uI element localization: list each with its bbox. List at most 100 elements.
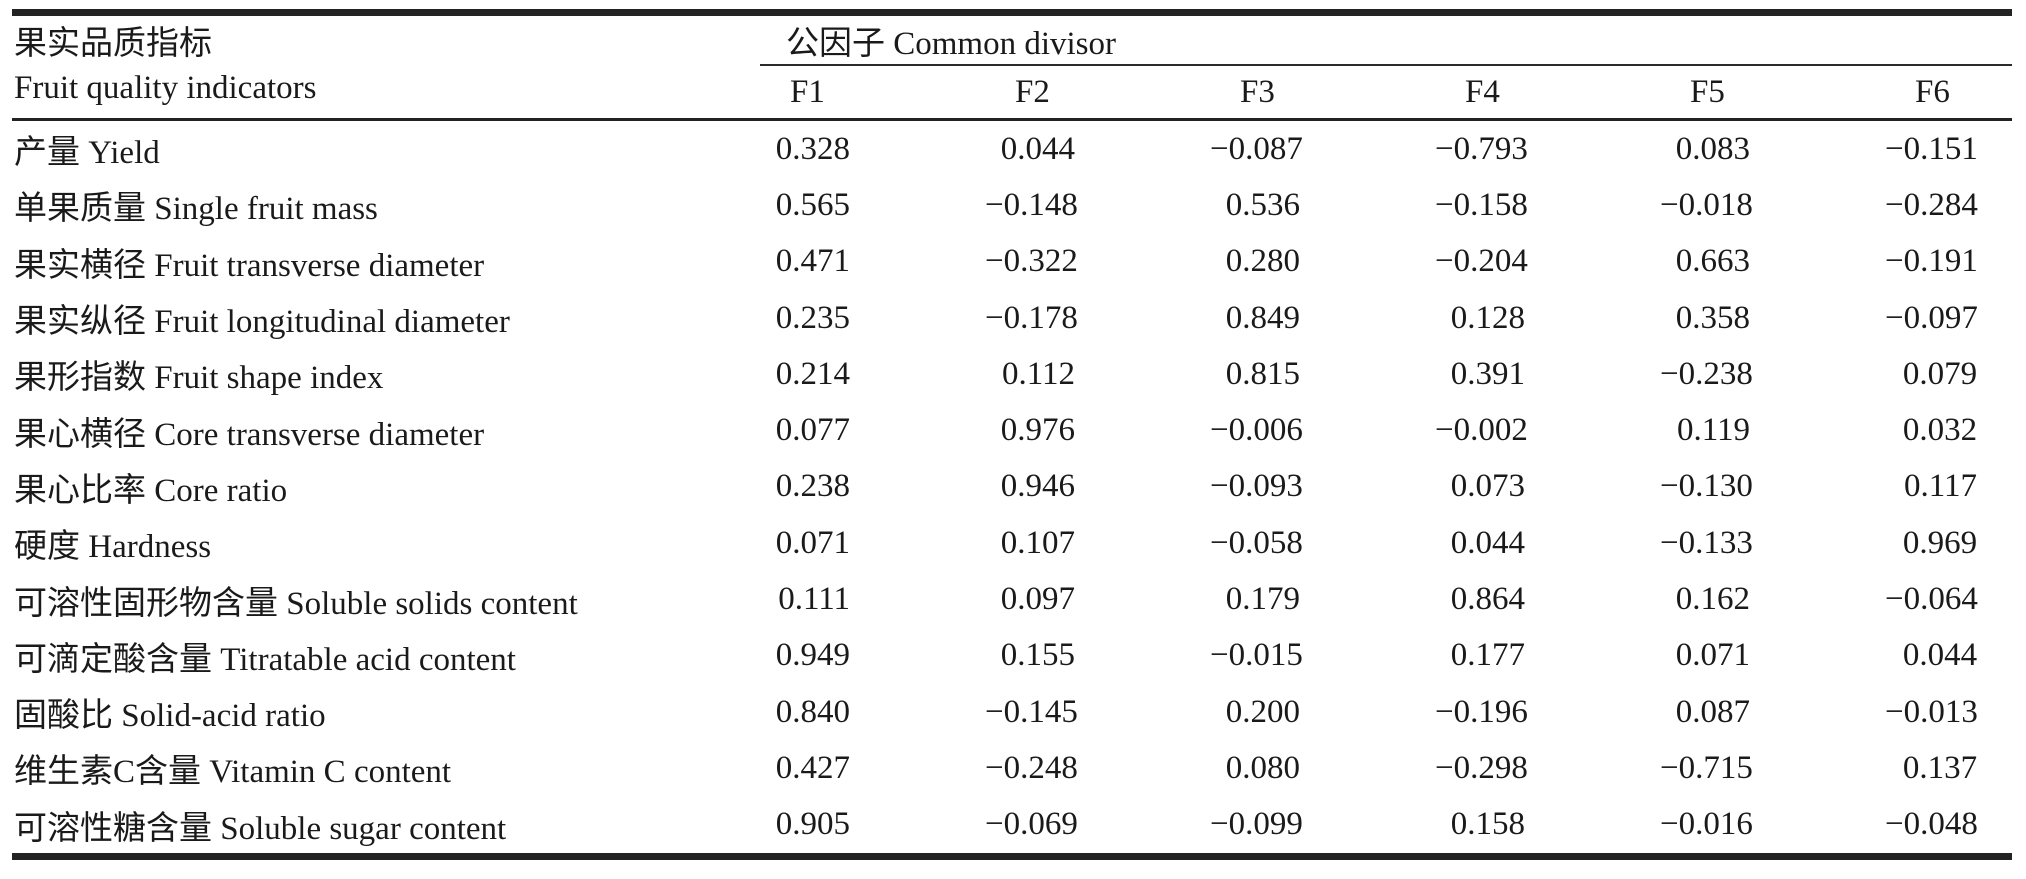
cell-f5: −0.715 <box>1660 749 1753 786</box>
cell-f3: −0.058 <box>1210 524 1303 561</box>
cell-f6: −0.064 <box>1885 581 1978 618</box>
table-row-fruit-transverse-diameter: 果实横径 Fruit transverse diameter 0.471 −0.… <box>12 234 2012 290</box>
table-row-soluble-sugar-content: 可溶性糖含量 Soluble sugar content 0.905 −0.06… <box>12 797 2012 857</box>
column-header-f2: F2 <box>985 65 1210 121</box>
cell-f6: 0.044 <box>1902 637 1978 674</box>
cell-f1: 0.071 <box>775 524 850 561</box>
row-header-zh: 果实品质指标 <box>14 26 212 63</box>
cell-f2: −0.322 <box>985 243 1078 280</box>
cell-f4: −0.204 <box>1435 243 1528 280</box>
cell-f3: −0.093 <box>1210 468 1303 505</box>
cell-f4: −0.793 <box>1435 130 1528 167</box>
row-label: 果心横径 Core transverse diameter <box>14 416 485 453</box>
column-header-f1: F1 <box>760 65 985 121</box>
column-header-row: F1 F2 F3 F4 F5 F6 <box>12 65 2013 121</box>
cell-f3: −0.006 <box>1210 412 1303 449</box>
column-header-f5: F5 <box>1660 65 1885 121</box>
cell-f1: 0.235 <box>775 299 850 336</box>
cell-f3: 0.280 <box>1225 243 1300 280</box>
cell-f3: 0.179 <box>1225 581 1300 618</box>
table-row-fruit-shape-index: 果形指数 Fruit shape index 0.214 0.112 0.815… <box>12 346 2012 402</box>
table-row-fruit-longitudinal-diameter: 果实纵径 Fruit longitudinal diameter 0.235 −… <box>12 290 2012 346</box>
cell-f2: 0.976 <box>1000 412 1075 449</box>
row-header-en: Fruit quality indicators <box>14 70 317 106</box>
cell-f1: 0.328 <box>775 130 850 167</box>
table-row-vitamin-c-content: 维生素C含量 Vitamin C content 0.427 −0.248 0.… <box>12 740 2012 796</box>
cell-f6: 0.117 <box>1904 468 1978 505</box>
cell-f1: 0.949 <box>775 637 850 674</box>
row-label: 果实纵径 Fruit longitudinal diameter <box>14 304 510 341</box>
cell-f6: 0.137 <box>1902 749 1978 786</box>
group-header-common-divisor: 公因子 Common divisor <box>760 12 2013 66</box>
row-label: 单果质量 Single fruit mass <box>14 191 378 228</box>
cell-f3: 0.536 <box>1225 186 1300 223</box>
cell-f3: 0.200 <box>1225 693 1300 730</box>
cell-f4: −0.298 <box>1435 749 1528 786</box>
cell-f3: −0.099 <box>1210 806 1303 843</box>
cell-f2: 0.112 <box>1001 355 1075 392</box>
cell-f2: 0.155 <box>1000 637 1075 674</box>
table-row-soluble-solids-content: 可溶性固形物含量 Soluble solids content 0.111 0.… <box>12 571 2012 627</box>
cell-f2: 0.107 <box>1000 524 1075 561</box>
cell-f5: 0.087 <box>1675 693 1750 730</box>
cell-f2: 0.097 <box>1000 581 1075 618</box>
column-header-f6: F6 <box>1885 65 2013 121</box>
cell-f2: −0.145 <box>985 693 1078 730</box>
cell-f1: 0.427 <box>775 749 850 786</box>
row-header-cell: 果实品质指标 Fruit quality indicators <box>12 12 760 121</box>
group-header-row: 果实品质指标 Fruit quality indicators 公因子 Comm… <box>12 12 2013 121</box>
cell-f4: 0.073 <box>1450 468 1525 505</box>
cell-f2: 0.946 <box>1000 468 1075 505</box>
cell-f5: 0.663 <box>1675 243 1750 280</box>
cell-f3: −0.015 <box>1210 637 1303 674</box>
table-row-titratable-acid-content: 可滴定酸含量 Titratable acid content 0.949 0.1… <box>12 628 2012 684</box>
row-label: 固酸比 Solid-acid ratio <box>14 698 326 735</box>
table-row-hardness: 硬度 Hardness 0.071 0.107 −0.058 0.044 −0.… <box>12 515 2012 571</box>
factor-loading-table: 果实品质指标 Fruit quality indicators 公因子 Comm… <box>12 9 2013 860</box>
cell-f4: 0.044 <box>1450 524 1525 561</box>
cell-f5: −0.130 <box>1660 468 1753 505</box>
cell-f4: 0.177 <box>1450 637 1525 674</box>
cell-f1: 0.840 <box>775 693 850 730</box>
table-row-core-transverse-diameter: 果心横径 Core transverse diameter 0.077 0.97… <box>12 402 2012 458</box>
cell-f5: −0.133 <box>1660 524 1753 561</box>
cell-f2: −0.069 <box>985 806 1078 843</box>
cell-f1: 0.111 <box>778 581 850 618</box>
cell-f5: 0.358 <box>1675 299 1750 336</box>
column-header-f4: F4 <box>1435 65 1660 121</box>
cell-f1: 0.077 <box>775 412 850 449</box>
cell-f1: 0.214 <box>775 355 850 392</box>
cell-f6: 0.969 <box>1902 524 1978 561</box>
cell-f1: 0.471 <box>775 243 850 280</box>
cell-f3: 0.849 <box>1225 299 1300 336</box>
cell-f5: −0.018 <box>1660 186 1753 223</box>
row-label: 可溶性固形物含量 Soluble solids content <box>14 585 578 622</box>
cell-f6: −0.013 <box>1885 693 1978 730</box>
cell-f6: −0.151 <box>1885 130 1978 167</box>
row-label: 硬度 Hardness <box>14 529 212 566</box>
cell-f6: −0.191 <box>1885 243 1978 280</box>
table-row-core-ratio: 果心比率 Core ratio 0.238 0.946 −0.093 0.073… <box>12 459 2012 515</box>
table-row-single-fruit-mass: 单果质量 Single fruit mass 0.565 −0.148 0.53… <box>12 177 2012 233</box>
row-label: 产量 Yield <box>14 135 160 172</box>
table-row-solid-acid-ratio: 固酸比 Solid-acid ratio 0.840 −0.145 0.200 … <box>12 684 2012 740</box>
cell-f2: −0.248 <box>985 749 1078 786</box>
cell-f6: 0.032 <box>1902 412 1978 449</box>
table-row-yield: 产量 Yield 0.328 0.044 −0.087 −0.793 0.083… <box>12 120 2012 178</box>
cell-f6: −0.097 <box>1885 299 1978 336</box>
cell-f4: 0.864 <box>1450 581 1525 618</box>
cell-f6: −0.284 <box>1885 186 1978 223</box>
cell-f6: 0.079 <box>1902 355 1978 392</box>
cell-f6: −0.048 <box>1885 806 1978 843</box>
column-header-f3: F3 <box>1210 65 1435 121</box>
cell-f3: 0.080 <box>1225 749 1300 786</box>
cell-f2: −0.148 <box>985 186 1078 223</box>
cell-f4: 0.158 <box>1450 806 1525 843</box>
cell-f3: −0.087 <box>1210 130 1303 167</box>
cell-f1: 0.238 <box>775 468 850 505</box>
cell-f1: 0.905 <box>775 806 850 843</box>
cell-f4: 0.391 <box>1450 355 1525 392</box>
cell-f5: 0.162 <box>1675 581 1750 618</box>
cell-f2: −0.178 <box>985 299 1078 336</box>
row-label: 果实横径 Fruit transverse diameter <box>14 247 485 284</box>
